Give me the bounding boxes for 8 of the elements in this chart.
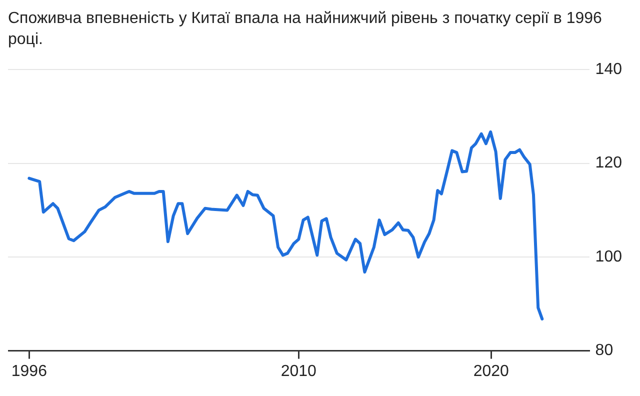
y-tick-label: 80: [595, 342, 614, 360]
y-tick-label: 120: [595, 154, 622, 172]
x-tick-label: 2020: [473, 362, 510, 380]
chart-title: Споживча впевненість у Китаї впала на найнижчий рівень з початку серії в 1996 році.: [8, 9, 603, 50]
y-tick-label: 140: [595, 61, 622, 78]
y-tick-label: 100: [595, 248, 622, 266]
x-tick-label: 2010: [280, 362, 317, 380]
x-tick-label: 1996: [11, 362, 48, 380]
